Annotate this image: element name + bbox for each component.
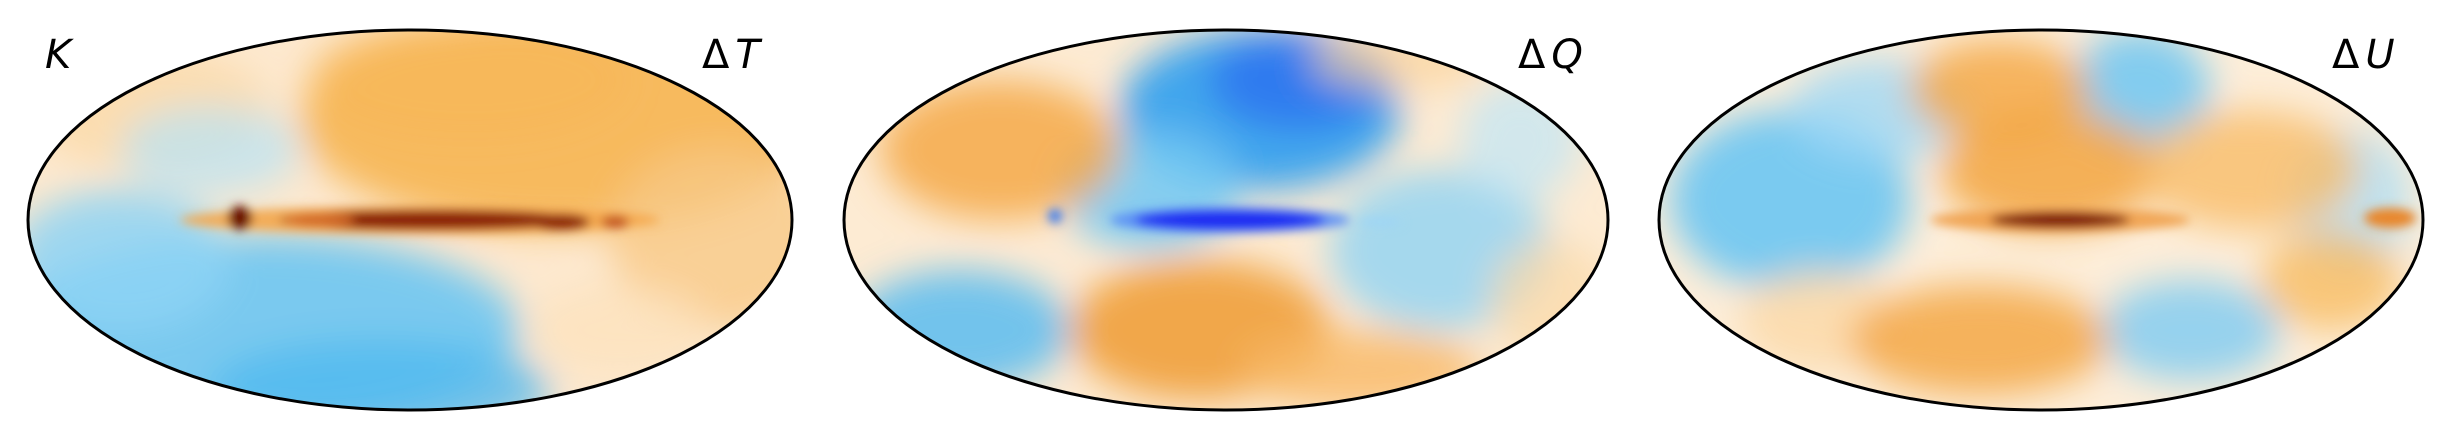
map-outline (26, 28, 794, 412)
map-outline (1657, 28, 2425, 412)
corner-label-k: K (45, 32, 74, 78)
delta-symbol: Δ (1518, 32, 1546, 78)
map-delta-q (844, 30, 1608, 410)
delta-symbol: Δ (702, 32, 730, 78)
map-k-delta-t (28, 30, 792, 410)
map-outline (842, 28, 1610, 412)
title-var-u: U (2365, 32, 2394, 78)
map-delta-u (1659, 30, 2423, 410)
title-var-q: Q (1551, 32, 1582, 78)
delta-symbol: Δ (2332, 32, 2360, 78)
title-var-t: T (735, 32, 763, 78)
